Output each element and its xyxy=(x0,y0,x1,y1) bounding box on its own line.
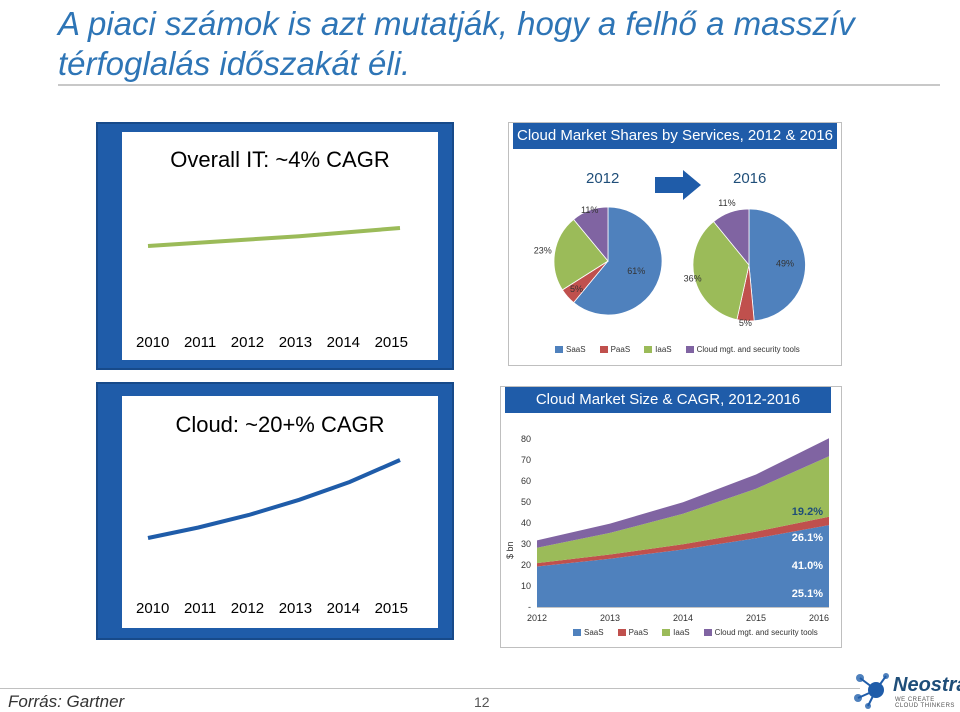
size-legend-item: Cloud mgt. and security tools xyxy=(703,628,818,637)
shares-year-2012: 2012 xyxy=(586,170,620,187)
size-legend-item: IaaS xyxy=(662,628,690,637)
size-areas xyxy=(537,438,829,607)
cloud-year-axis: 2010 2011 2012 2013 2014 2015 xyxy=(136,600,408,617)
size-cagr-label: 19.2% xyxy=(792,506,823,518)
pie-2012: 61% 5% 23% 11% xyxy=(534,205,663,316)
size-cagr-label: 25.1% xyxy=(792,588,823,600)
overall-it-year-label: 2015 xyxy=(374,334,408,351)
overall-it-line xyxy=(147,226,401,248)
size-x-tick: 2016 xyxy=(809,613,829,623)
legend-swatch xyxy=(685,346,694,354)
title-divider xyxy=(58,84,940,86)
arrow-right-icon xyxy=(655,170,701,200)
pie-data-label: 11% xyxy=(581,205,598,215)
size-x-tick: 2015 xyxy=(746,613,766,623)
overall-it-year-label: 2011 xyxy=(183,334,217,351)
pie-data-label: 5% xyxy=(739,318,752,327)
cloud-year-label: 2011 xyxy=(183,600,217,617)
size-y-tick: 40 xyxy=(521,518,531,528)
pie-slice-mgmt xyxy=(713,208,750,267)
pie-slice-iaas xyxy=(692,221,750,321)
shares-legend-item: IaaS xyxy=(644,345,672,354)
pie-data-label: 5% xyxy=(570,284,583,294)
pie-slice-iaas xyxy=(553,218,609,291)
size-cagr-label: 41.0% xyxy=(792,560,823,572)
slide-title: A piaci számok is azt mutatják, hogy a f… xyxy=(58,5,855,82)
overall-it-year-label: 2014 xyxy=(326,334,361,351)
shares-year-2016: 2016 xyxy=(733,170,767,187)
overall-it-year-label: 2012 xyxy=(230,334,265,351)
shares-legend-item: PaaS xyxy=(599,345,630,354)
overall-it-chart xyxy=(147,226,401,248)
legend-swatch xyxy=(662,629,671,637)
shares-legend: SaaS PaaS IaaS Cloud mgt. and security tool… xyxy=(555,345,800,354)
size-area-mgmt xyxy=(537,438,829,548)
size-area-paas xyxy=(537,516,829,567)
size-legend-item: SaaS xyxy=(573,628,604,637)
overall-it-panel: Overall IT: ~4% CAGR 2010 2011 2012 2013 201… xyxy=(122,132,438,360)
cloud-chart xyxy=(147,458,401,540)
size-legend-item: PaaS xyxy=(617,628,648,637)
legend-swatch xyxy=(644,346,653,354)
page-number: 12 xyxy=(474,694,490,710)
size-cagr-label: 26.1% xyxy=(792,532,823,544)
cloud-year-label: 2014 xyxy=(326,600,361,617)
legend-swatch xyxy=(703,629,712,637)
overall-it-title: Overall IT: ~4% CAGR xyxy=(170,147,390,172)
pie-slice-saas xyxy=(748,208,806,322)
overall-it-year-label: 2013 xyxy=(278,334,313,351)
cloud-year-label: 2010 xyxy=(136,600,170,617)
size-area-saas xyxy=(537,525,829,607)
cloud-title: Cloud: ~20+% CAGR xyxy=(175,412,385,437)
size-x-tick: 2013 xyxy=(600,613,620,623)
size-header: Cloud Market Size & CAGR, 2012-2016 xyxy=(505,387,831,413)
cloud-year-label: 2012 xyxy=(230,600,265,617)
size-x-tick: 2014 xyxy=(673,613,693,623)
cloud-line xyxy=(147,458,401,540)
legend-swatch xyxy=(599,346,608,354)
source-note: Forrás: Gartner xyxy=(8,692,125,711)
size-chart: - 10 20 30 40 50 60 70 80 2012 2013 2014 2015 2016 19… xyxy=(505,434,829,623)
shares-header: Cloud Market Shares by Services, 2012 & … xyxy=(513,123,837,149)
pie-slice-saas xyxy=(573,206,663,316)
size-labels: 19.2% 26.1% 41.0% 25.1% xyxy=(792,506,823,600)
size-y-tick: - xyxy=(528,602,531,612)
size-area-iaas xyxy=(537,456,829,564)
cloud-year-label: 2013 xyxy=(278,600,313,617)
size-y-tick: 20 xyxy=(521,560,531,570)
logo-wordmark: Neostratus xyxy=(893,674,960,696)
size-y-tick: 80 xyxy=(521,434,531,444)
size-y-unit: $ bn xyxy=(505,541,515,559)
shares-legend-item: SaaS xyxy=(555,345,586,354)
size-y-tick: 50 xyxy=(521,497,531,507)
pie-data-label: 61% xyxy=(627,266,645,276)
logo-tagline: WE CREATE CLOUD THINKERS xyxy=(895,697,955,709)
size-y-tick: 60 xyxy=(521,476,531,486)
shares-legend-item: Cloud mgt. and security tools xyxy=(685,345,800,354)
size-y-tick: 30 xyxy=(521,539,531,549)
overall-it-year-axis: 2010 2011 2012 2013 2014 2015 xyxy=(136,334,408,351)
size-y-tick: 10 xyxy=(521,581,531,591)
pie-slice-mgmt xyxy=(573,206,609,263)
size-y-tick: 70 xyxy=(521,455,531,465)
pie-data-label: 49% xyxy=(776,258,794,268)
size-x-tick: 2012 xyxy=(527,613,547,623)
legend-swatch xyxy=(555,346,563,354)
shares-panel: Cloud Market Shares by Services, 2012 & … xyxy=(508,122,842,366)
legend-swatch xyxy=(617,629,626,637)
pie-2016: 49% 5% 36% 11% xyxy=(684,198,806,327)
shares-pies: 61% 5% 23% 11% 49% 5% 36% 11% xyxy=(534,198,806,327)
pie-data-label: 11% xyxy=(718,198,735,208)
size-legend: SaaS PaaS IaaS Cloud mgt. and security tool… xyxy=(573,628,818,637)
size-panel: Cloud Market Size & CAGR, 2012-2016 - 10 2… xyxy=(500,386,842,648)
pie-data-label: 23% xyxy=(534,246,552,256)
cloud-year-label: 2015 xyxy=(374,600,408,617)
cloud-panel: Cloud: ~20+% CAGR 2010 2011 2012 2013 2014 20… xyxy=(122,396,438,628)
footer-divider xyxy=(0,688,860,689)
legend-swatch xyxy=(573,629,581,637)
overall-it-year-label: 2010 xyxy=(136,334,170,351)
pie-data-label: 36% xyxy=(684,273,702,283)
network-logo-icon xyxy=(854,673,889,709)
